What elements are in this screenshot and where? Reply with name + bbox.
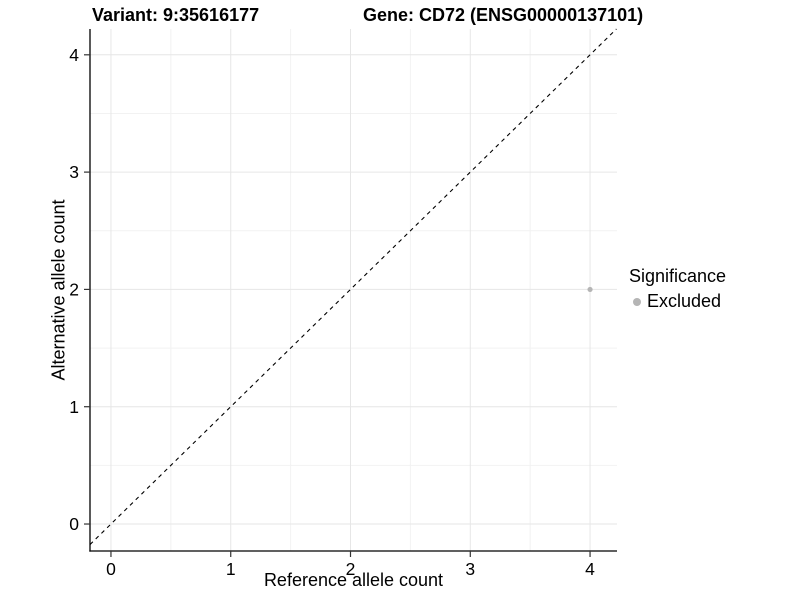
x-axis-title: Reference allele count	[263, 570, 444, 590]
x-tick-label: 3	[465, 559, 475, 579]
x-tick-label: 1	[226, 559, 236, 579]
y-tick-label: 3	[69, 162, 79, 182]
y-tick-label: 4	[69, 45, 79, 65]
legend: Significance Excluded	[629, 266, 726, 312]
legend-items: Excluded	[629, 291, 726, 312]
data-point	[587, 286, 593, 293]
variant-title: Variant: 9:35616177	[92, 5, 260, 25]
identity-dashed-line	[89, 28, 617, 545]
gene-title: Gene: CD72 (ENSG00000137101)	[363, 5, 644, 25]
x-tick-label: 4	[585, 559, 595, 579]
y-tick-label: 2	[69, 280, 79, 300]
legend-item: Excluded	[629, 291, 726, 312]
x-tick-label: 2	[346, 559, 356, 579]
y-tick-label: 0	[69, 514, 79, 534]
legend-point-icon	[633, 297, 641, 306]
y-tick-label: 1	[69, 397, 79, 417]
legend-title: Significance	[629, 266, 727, 286]
x-tick-label: 0	[106, 559, 116, 579]
y-axis-title: Alternative allele count	[48, 199, 69, 381]
legend-item-label: Excluded	[647, 291, 722, 311]
